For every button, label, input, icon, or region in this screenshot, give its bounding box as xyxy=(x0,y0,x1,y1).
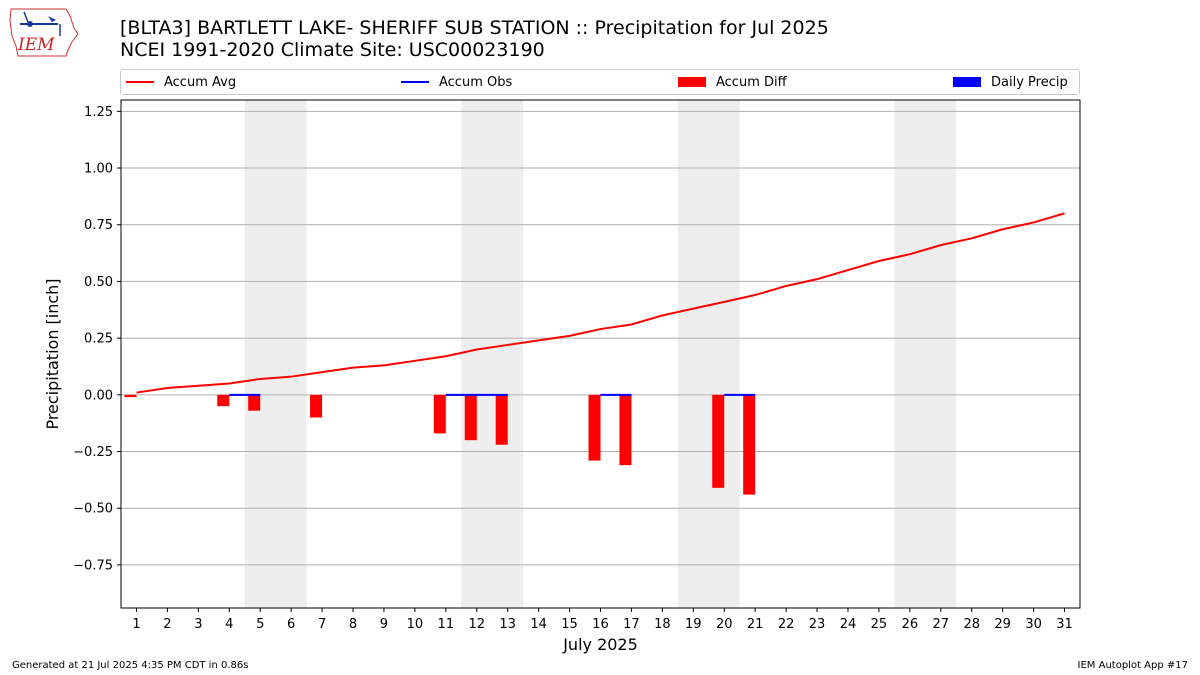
x-tick-label: 11 xyxy=(438,617,455,632)
legend-label: Accum Obs xyxy=(439,74,513,90)
x-axis-label: July 2025 xyxy=(562,635,638,654)
x-tick-label: 2 xyxy=(163,617,171,632)
x-tick-label: 10 xyxy=(407,617,424,632)
x-tick-label: 12 xyxy=(468,617,485,632)
weekend-band xyxy=(677,100,740,608)
weekend-band xyxy=(461,100,524,608)
x-tick-label: 1 xyxy=(132,617,140,632)
legend-swatch-red-patch xyxy=(678,77,706,87)
accum-diff-bar xyxy=(619,394,632,466)
x-tick-label: 20 xyxy=(716,617,733,632)
app-credit: IEM Autoplot App #17 xyxy=(1077,660,1188,671)
legend-label: Daily Precip xyxy=(991,74,1068,90)
legend-label: Accum Diff xyxy=(716,74,787,90)
x-tick-label: 25 xyxy=(871,617,888,632)
legend-item-daily-precip: Daily Precip xyxy=(953,70,1068,94)
x-tick-label: 4 xyxy=(225,617,233,632)
accum-avg-line xyxy=(136,212,1065,394)
generated-timestamp: Generated at 21 Jul 2025 4:35 PM CDT in … xyxy=(12,660,249,671)
legend-swatch-blue-patch xyxy=(953,77,981,87)
y-tick-label: 0.00 xyxy=(84,388,113,403)
x-tick-label: 14 xyxy=(530,617,547,632)
accum-diff-bar xyxy=(310,394,323,418)
weekend-band xyxy=(894,100,957,608)
logo-text: IEM xyxy=(17,35,55,55)
y-tick-label: 1.25 xyxy=(84,105,113,120)
x-tick-label: 5 xyxy=(256,617,264,632)
x-tick-label: 3 xyxy=(194,617,202,632)
y-tick-label: −0.50 xyxy=(73,502,113,517)
x-tick-label: 26 xyxy=(902,617,919,632)
legend: Accum Avg Accum Obs Accum Diff Daily Pre… xyxy=(120,69,1080,95)
station-dot-icon xyxy=(27,21,33,27)
y-tick-label: −0.75 xyxy=(73,558,113,573)
accum-diff-bar xyxy=(588,394,601,461)
y-tick-label: 1.00 xyxy=(84,162,113,177)
x-tick-label: 13 xyxy=(499,617,516,632)
legend-item-accum-diff: Accum Diff xyxy=(678,70,787,94)
x-tick-label: 8 xyxy=(349,617,357,632)
legend-item-accum-obs: Accum Obs xyxy=(401,70,512,94)
plot-frame xyxy=(120,99,1081,609)
y-tick-label: 0.25 xyxy=(84,332,113,347)
accum-diff-bar xyxy=(124,394,137,398)
accum-diff-bar xyxy=(743,394,756,495)
y-axis-label: Precipitation [inch] xyxy=(43,278,62,429)
x-tick-label: 6 xyxy=(287,617,295,632)
iem-logo: IEM xyxy=(9,8,79,57)
weekend-band xyxy=(244,100,307,608)
accum-diff-bar xyxy=(712,394,725,488)
x-tick-label: 22 xyxy=(778,617,795,632)
x-tick-label: 17 xyxy=(623,617,640,632)
accum-diff-bar xyxy=(433,394,446,434)
wind-vane-icon xyxy=(48,16,56,22)
y-tick-label: 0.75 xyxy=(84,218,113,233)
x-tick-label: 16 xyxy=(592,617,609,632)
x-tick-label: 31 xyxy=(1056,617,1073,632)
iowa-outline-icon xyxy=(9,8,79,57)
x-tick-label: 15 xyxy=(561,617,578,632)
legend-label: Accum Avg xyxy=(164,74,237,90)
x-tick-label: 9 xyxy=(380,617,388,632)
accum-diff-bar xyxy=(217,394,230,407)
x-tick-label: 29 xyxy=(994,617,1011,632)
legend-swatch-blue-line xyxy=(401,81,429,83)
x-tick-label: 23 xyxy=(809,617,826,632)
legend-swatch-red-line xyxy=(126,81,154,83)
x-tick-label: 24 xyxy=(840,617,857,632)
x-tick-label: 27 xyxy=(933,617,950,632)
legend-item-accum-avg: Accum Avg xyxy=(126,70,236,94)
x-tick-label: 7 xyxy=(318,617,326,632)
x-tick-label: 19 xyxy=(685,617,702,632)
x-tick-label: 18 xyxy=(654,617,671,632)
y-tick-label: 0.50 xyxy=(84,275,113,290)
x-tick-label: 28 xyxy=(963,617,980,632)
accum-diff-bar xyxy=(495,394,508,445)
y-tick-label: −0.25 xyxy=(73,445,113,460)
accum-diff-bar xyxy=(248,394,261,411)
chart-title: [BLTA3] BARTLETT LAKE- SHERIFF SUB STATI… xyxy=(120,17,829,39)
accum-diff-bar xyxy=(464,394,477,441)
x-tick-label: 21 xyxy=(747,617,764,632)
x-tick-label: 30 xyxy=(1025,617,1042,632)
chart-subtitle: NCEI 1991-2020 Climate Site: USC00023190 xyxy=(120,39,545,61)
